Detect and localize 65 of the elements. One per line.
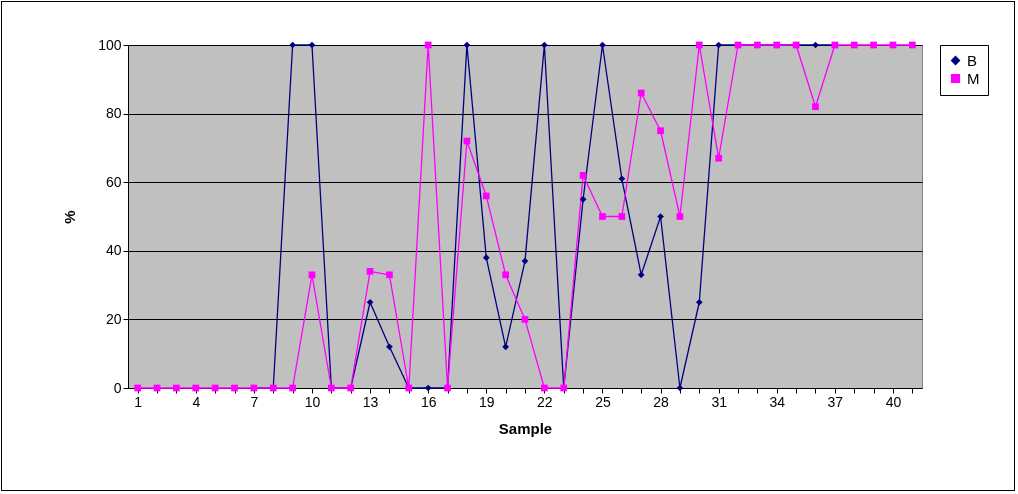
point: [618, 175, 626, 183]
point: [366, 298, 374, 306]
point: [502, 343, 509, 351]
point: [521, 257, 529, 265]
x-tick-label: 16: [420, 393, 437, 410]
point: [482, 254, 490, 262]
point: [850, 41, 858, 49]
y-tick-label: 60: [105, 173, 122, 190]
x-tick-label: 1: [134, 393, 143, 410]
y-axis-title: %: [61, 210, 79, 224]
point: [211, 384, 219, 392]
point: [637, 89, 645, 97]
point: [482, 192, 490, 200]
point: [386, 271, 393, 279]
x-tick-label: 13: [362, 393, 379, 410]
x-axis-title: Sample: [498, 419, 553, 437]
legend-label: M: [967, 69, 980, 87]
point: [618, 213, 626, 220]
point: [695, 298, 703, 306]
point: [579, 171, 587, 179]
y-tick-label: 80: [105, 105, 122, 122]
point: [579, 196, 587, 203]
x-tick-label: 31: [711, 393, 728, 410]
point: [599, 213, 606, 220]
point: [134, 384, 142, 392]
point: [521, 316, 529, 323]
point: [715, 154, 723, 162]
x-tick-label: 10: [304, 393, 321, 410]
y-tick-label: 100: [98, 36, 122, 53]
x-tick-label: 7: [250, 393, 259, 410]
point: [637, 271, 645, 279]
point: [424, 384, 432, 392]
point: [308, 271, 316, 279]
x-tick-label: 19: [478, 393, 495, 410]
point: [173, 384, 180, 392]
x-tick-label: 40: [885, 393, 902, 410]
point: [676, 213, 684, 220]
point: [695, 41, 703, 49]
point: [289, 384, 296, 392]
legend-label: B: [967, 51, 978, 69]
point: [192, 384, 200, 392]
x-tick-label: 25: [595, 393, 611, 410]
y-tick-label: 40: [105, 242, 122, 259]
point: [715, 41, 723, 49]
point: [366, 268, 374, 275]
point: [870, 41, 877, 49]
y-tick-label: 20: [105, 310, 122, 327]
point: [502, 271, 509, 279]
x-tick-label: 37: [827, 393, 844, 410]
point: [676, 384, 684, 392]
x-tick-label: 22: [537, 393, 553, 410]
point: [541, 384, 548, 392]
x-tick-label: 4: [192, 393, 201, 410]
point: [424, 41, 432, 49]
point: [386, 343, 393, 351]
point: [463, 41, 471, 49]
x-tick-label: 34: [769, 393, 786, 410]
point: [231, 384, 238, 392]
point: [812, 103, 819, 111]
point: [657, 213, 664, 220]
point: [908, 41, 916, 49]
point: [657, 127, 664, 135]
point: [308, 41, 316, 49]
y-tick-label: 0: [113, 379, 122, 396]
x-tick-label: 28: [653, 393, 670, 410]
